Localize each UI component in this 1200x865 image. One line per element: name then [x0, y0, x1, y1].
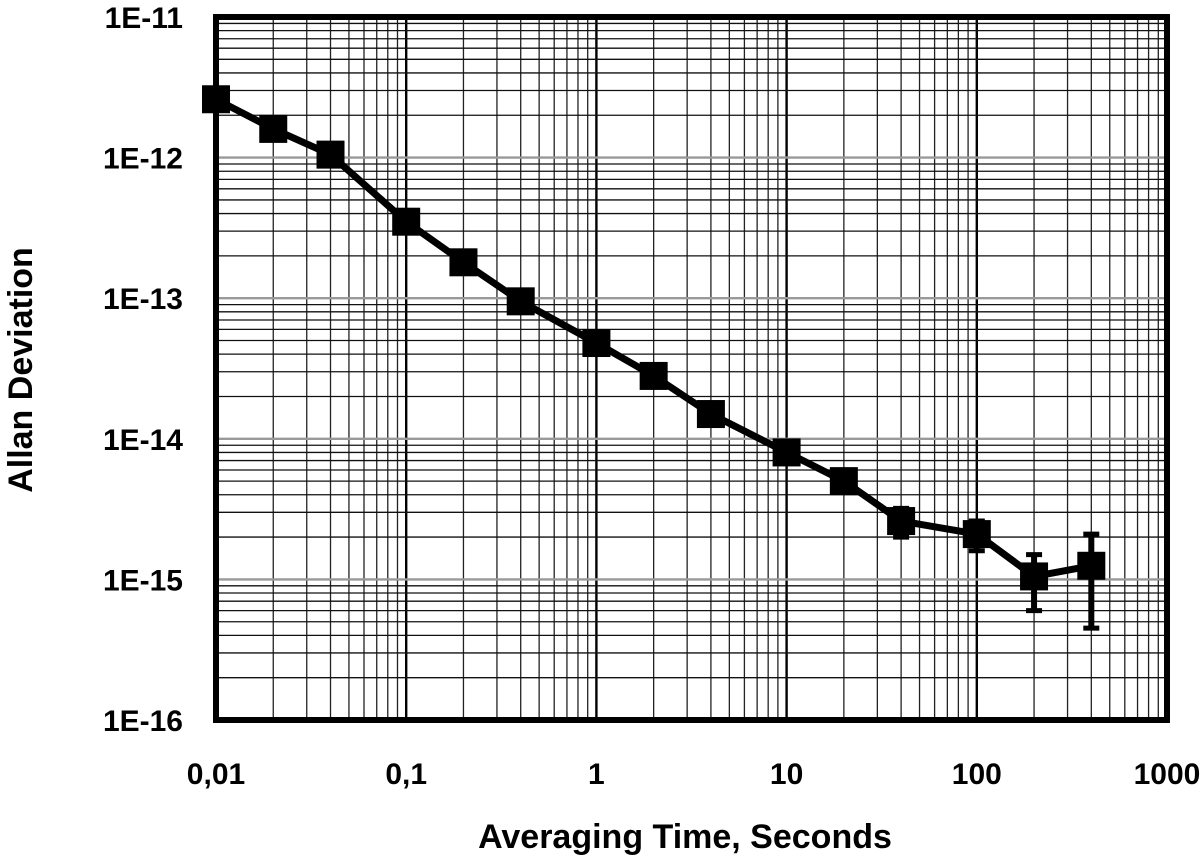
data-point-marker — [1077, 551, 1106, 580]
tick-labels: 0,01 0,1 1 10 100 1000 1E-16 1E-15 1E-14 1E-13 1E-… — [103, 2, 1200, 791]
x-axis-title: Averaging Time, Seconds — [478, 818, 892, 856]
x-tick-label: 10 — [770, 758, 803, 791]
data-point-marker — [962, 520, 991, 549]
x-tick-label: 1000 — [1134, 758, 1200, 791]
data-point-marker — [259, 114, 288, 143]
data-series — [202, 85, 1106, 631]
y-tick-label: 1E-13 — [103, 283, 183, 316]
data-point-marker — [392, 207, 421, 236]
grid-lines — [214, 17, 1167, 722]
y-tick-label: 1E-14 — [103, 424, 183, 457]
x-tick-label: 0,01 — [187, 758, 245, 791]
data-point-marker — [696, 400, 725, 429]
data-point-marker — [887, 507, 916, 536]
y-tick-label: 1E-12 — [103, 143, 183, 176]
data-point-marker — [829, 467, 858, 496]
data-point-marker — [449, 248, 478, 277]
x-tick-label: 100 — [952, 758, 1002, 791]
data-point-marker — [1020, 562, 1049, 591]
data-point-marker — [316, 140, 345, 169]
y-tick-label: 1E-16 — [103, 705, 183, 738]
y-axis-title: Allan Deviation — [2, 247, 40, 493]
data-point-marker — [506, 287, 535, 316]
data-point-marker — [772, 438, 801, 467]
data-point-marker — [582, 329, 611, 358]
y-tick-label: 1E-15 — [103, 564, 183, 597]
y-tick-label: 1E-11 — [105, 2, 183, 35]
x-tick-label: 1 — [588, 758, 605, 791]
data-point-marker — [639, 361, 668, 390]
x-tick-label: 0,1 — [385, 758, 427, 791]
plot-frame — [213, 14, 1170, 723]
